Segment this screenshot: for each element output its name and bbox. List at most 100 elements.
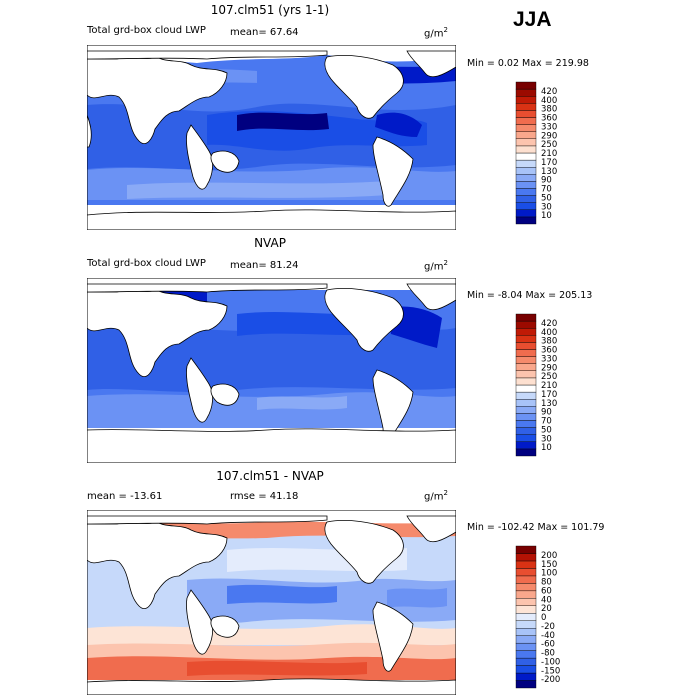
colorbar-swatch [515,166,537,175]
colorbar-swatch [515,620,537,629]
colorbar-swatch [515,613,537,621]
colorbar-label: 70 [541,417,552,427]
mean-value: mean= 81.24 [230,260,299,271]
colorbar-swatch [515,320,537,329]
colorbar-label: 210 [541,149,557,159]
units-label: g/m2 [424,489,448,503]
colorbar-label: 380 [541,337,557,347]
colorbar-swatch [515,342,537,350]
colorbar-swatch [515,81,537,90]
colorbar-label: 10 [541,443,552,453]
colorbar-swatch [515,95,537,104]
colorbar-swatch [515,398,537,407]
colorbar-swatch [515,159,537,168]
colorbar-swatch [515,448,537,457]
colorbar-label: 30 [541,202,552,212]
colorbar-swatch [515,406,537,414]
colorbar-label: 200 [541,551,557,561]
colorbar-label: 130 [541,399,557,409]
units-label: g/m2 [424,259,448,273]
colorbar-label: 360 [541,114,557,124]
colorbar-swatch [515,391,537,400]
colorbar-swatch [515,583,537,592]
colorbar-swatch [515,665,537,674]
colorbar-label: 330 [541,354,557,364]
colorbar-swatch [515,181,537,189]
colorbar-swatch [515,680,537,689]
colorbar-swatch [515,124,537,132]
colorbar-swatch [515,413,537,421]
colorbar-label: 420 [541,319,557,329]
colorbar-swatch [515,363,537,372]
colorbar-swatch [515,657,537,666]
colorbar-swatch [515,650,537,659]
colorbar-label: 250 [541,372,557,382]
min-max-text: Min = -8.04 Max = 205.13 [467,290,593,301]
colorbar-swatch [515,635,537,644]
colorbar-label: 70 [541,185,552,195]
colorbar-swatch [515,568,537,577]
colorbar-label: -200 [541,675,560,685]
colorbar-label: 90 [541,408,552,418]
colorbar-label: 250 [541,140,557,150]
colorbar-swatch [515,605,537,614]
colorbar-swatch [515,202,537,210]
units-label: g/m2 [424,26,448,40]
colorbar-swatch [515,131,537,140]
season-label: JJA [513,8,552,31]
colorbar-label: 40 [541,595,552,605]
colorbar-label: 130 [541,167,557,177]
colorbar-label: -100 [541,657,560,667]
colorbar-label: 0 [541,613,546,623]
colorbar-swatch [515,117,537,125]
colorbar-swatch [515,88,537,97]
colorbar-label: 380 [541,105,557,115]
colorbar-swatch [515,672,537,681]
colorbar-swatch [515,427,537,435]
colorbar-swatch [515,195,537,203]
colorbar-swatch [515,356,537,364]
coastlines [87,515,456,695]
colorbar-label: 100 [541,569,557,579]
colorbar-swatch [515,370,537,379]
colorbar-swatch [515,216,537,225]
colorbar-label: 50 [541,425,552,435]
colorbar-label: 330 [541,122,557,132]
colorbar-label: 210 [541,381,557,391]
colorbar-label: 90 [541,176,552,186]
colorbar-swatch [515,545,537,554]
colorbar-swatch [515,384,537,393]
colorbar-label: 360 [541,346,557,356]
field-label: Total grd-box cloud LWP [87,25,206,36]
colorbar-label: 170 [541,390,557,400]
colorbar-swatch [515,138,537,147]
colorbar-swatch [515,642,537,651]
panel-title: 107.clm51 - NVAP [216,469,324,483]
colorbar-label: 20 [541,604,552,614]
colorbar-swatch [515,209,537,218]
colorbar-swatch [515,575,537,584]
colorbar-swatch [515,174,537,182]
colorbar-label: -150 [541,666,560,676]
lwp-map-model [87,45,456,230]
colorbar-swatch [515,628,537,636]
colorbar-label: 420 [541,87,557,97]
colorbar-swatch [515,420,537,428]
colorbar-label: 400 [541,328,557,338]
colorbar-label: 150 [541,560,557,570]
colorbar-label: 50 [541,193,552,203]
colorbar-swatch [515,560,537,569]
min-max-text: Min = -102.42 Max = 101.79 [467,522,605,533]
coastlines [87,283,456,463]
lwp-map-diff [87,510,456,695]
rmse-value: rmse = 41.18 [230,491,299,502]
colorbar-label: 400 [541,96,557,106]
colorbar-label: 290 [541,131,557,141]
colorbar-swatch [515,590,537,599]
colorbar-label: -80 [541,649,555,659]
colorbar-label: 60 [541,586,552,596]
colorbar-swatch [515,327,537,336]
coastlines [87,50,456,230]
colorbar-label: -20 [541,622,555,632]
colorbar-swatch [515,152,537,161]
